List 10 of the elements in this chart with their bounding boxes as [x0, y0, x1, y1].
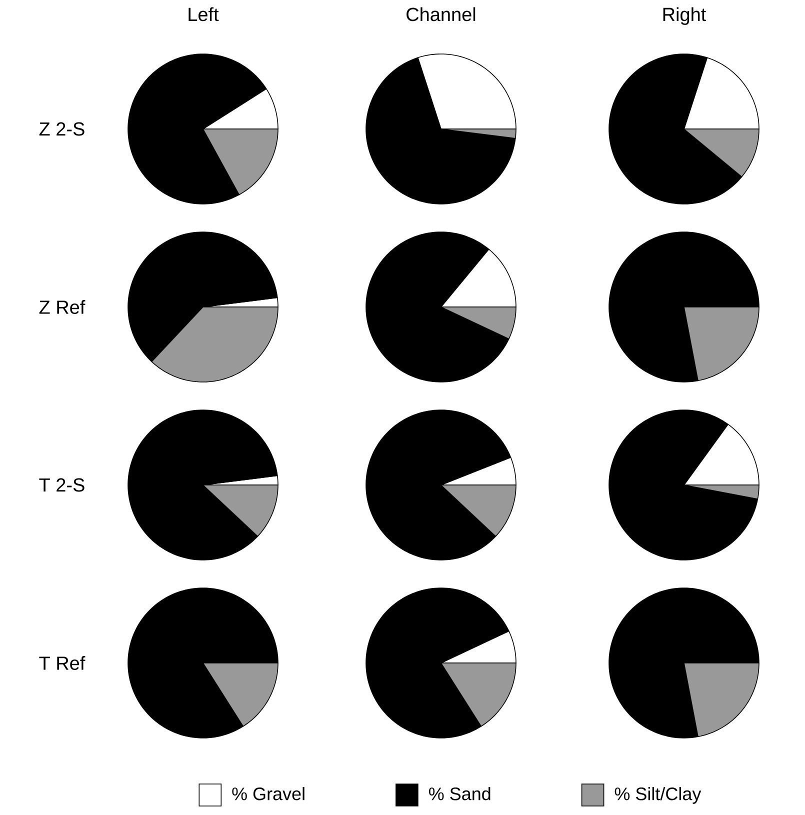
legend-label: % Gravel	[232, 787, 304, 800]
text: T 2-S	[39, 478, 84, 492]
chart-title: Right	[663, 7, 706, 25]
text: Z Ref	[39, 300, 86, 314]
legend-label: % Silt/Clay	[614, 787, 702, 804]
chart-title: Left	[188, 7, 219, 22]
chart-title: Channel	[406, 7, 476, 22]
legend-label: % Sand	[429, 787, 490, 800]
text: T Ref	[39, 656, 86, 670]
text: Z 2-S	[39, 122, 84, 136]
